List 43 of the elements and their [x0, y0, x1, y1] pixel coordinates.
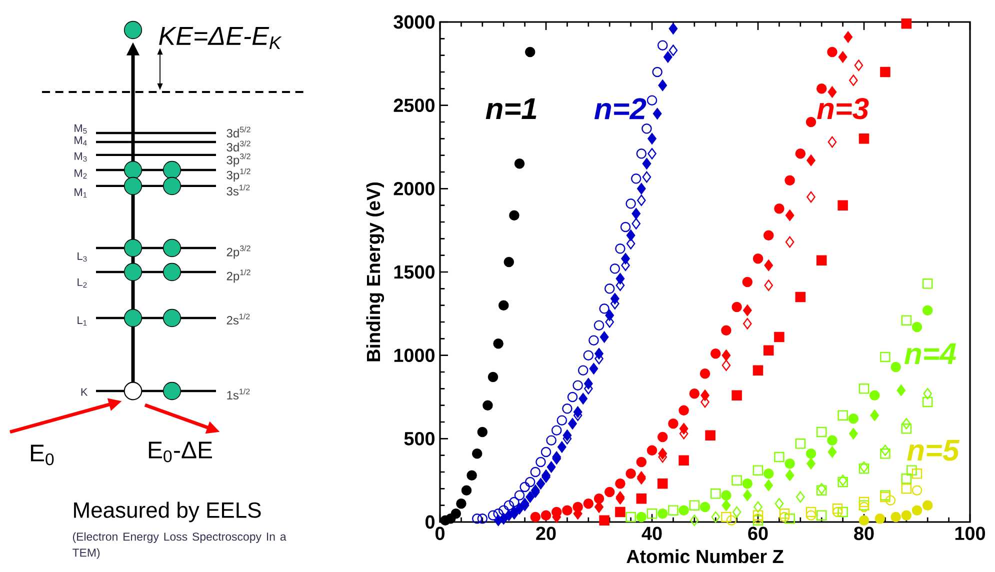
- legend-label: n=1: [486, 98, 536, 119]
- y-tick-label: 1000: [394, 348, 434, 362]
- x-tick-label: 60: [748, 526, 768, 540]
- text: 3d$^{3/2}$: [226, 140, 250, 152]
- series-label: n=5: [907, 440, 960, 461]
- text: L$_{2}$: [78, 278, 87, 288]
- y-tick-label: 1500: [394, 265, 434, 279]
- text: 2s$^{1/2}$: [226, 313, 250, 325]
- text: L$_{1}$: [78, 316, 87, 326]
- text: 2p$^{3/2}$: [226, 245, 250, 259]
- x-tick-label: 80: [854, 526, 874, 540]
- series-label: n=4: [904, 343, 956, 364]
- text: 2p$^{1/2}$: [226, 269, 250, 283]
- y-tick-label: 0: [426, 515, 435, 529]
- text: 3p$^{1/2}$: [226, 168, 250, 182]
- x-tick-label: 40: [642, 526, 662, 540]
- y-tick-label: 2000: [394, 182, 434, 196]
- x-tick-label: 100: [955, 526, 986, 540]
- text: 3p$^{3/2}$: [226, 153, 250, 167]
- text: K: [81, 388, 88, 396]
- text: KE=ΔE-E$_{K}$: [159, 26, 282, 50]
- text: 3s$^{1/2}$: [226, 184, 250, 196]
- y-tick-label: 2500: [394, 98, 434, 112]
- series-label: n=3: [817, 98, 869, 120]
- text: Measured by EELS: [74, 502, 261, 522]
- x-tick-label: 0: [435, 526, 444, 540]
- text: (Electron Energy Loss Spectroscopy In a TEM): [72, 532, 286, 559]
- x-axis-title: Atomic Number Z: [626, 549, 784, 564]
- y-tick-label: 3000: [394, 15, 434, 29]
- y-axis-title: Binding Energy (eV): [366, 182, 384, 362]
- text: L$_{3}$: [78, 252, 87, 262]
- text: M$_{1}$: [74, 188, 87, 198]
- x-tick-label: 20: [536, 526, 556, 540]
- text: M$_{2}$: [74, 169, 87, 179]
- text: E$_{0}$: [30, 444, 54, 466]
- text: E$_{0}$-ΔE: [148, 442, 212, 462]
- text: M$_{5}$: [74, 124, 87, 134]
- text: 1s$^{1/2}$: [227, 388, 250, 400]
- series-label: n=2: [594, 98, 646, 120]
- y-tick-label: 500: [404, 432, 435, 446]
- text: M$_{3}$: [74, 152, 87, 162]
- text: 3d$^{5/2}$: [226, 126, 250, 138]
- text: M$_{4}$: [74, 136, 87, 146]
